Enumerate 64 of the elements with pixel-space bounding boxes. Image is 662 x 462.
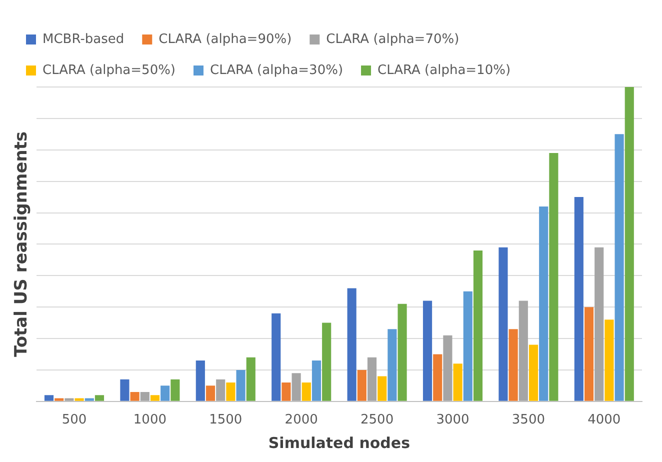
bar bbox=[54, 398, 64, 401]
bar bbox=[216, 379, 226, 401]
legend-label: CLARA (alpha=90%) bbox=[158, 32, 292, 47]
bar bbox=[367, 357, 377, 401]
x-tick-label: 3500 bbox=[512, 412, 545, 428]
bar bbox=[473, 250, 483, 401]
bar bbox=[539, 206, 548, 401]
bar bbox=[422, 300, 432, 401]
bar bbox=[140, 392, 150, 401]
bar bbox=[236, 370, 246, 401]
bar bbox=[94, 395, 104, 401]
bar bbox=[196, 360, 205, 401]
bar bbox=[463, 291, 472, 401]
x-tick-label: 4000 bbox=[588, 412, 621, 428]
bar bbox=[347, 288, 356, 401]
bar bbox=[594, 247, 604, 401]
legend-label: MCBR-based bbox=[42, 32, 124, 47]
x-tick-label: 3000 bbox=[436, 412, 470, 428]
bar bbox=[302, 382, 311, 401]
y-axis-title: Total US reassignments bbox=[12, 131, 32, 358]
bar bbox=[170, 379, 180, 401]
x-tick-label: 2000 bbox=[284, 412, 318, 428]
bar bbox=[433, 354, 442, 401]
bar bbox=[226, 382, 236, 401]
bar bbox=[282, 382, 291, 401]
bar bbox=[498, 247, 508, 401]
bar bbox=[160, 386, 170, 401]
x-tick-label: 1500 bbox=[209, 412, 242, 428]
bar bbox=[388, 329, 397, 401]
bar bbox=[614, 134, 624, 401]
legend-label: CLARA (alpha=70%) bbox=[326, 32, 460, 47]
x-tick-label: 1000 bbox=[133, 412, 166, 428]
bar bbox=[84, 398, 94, 401]
bar bbox=[246, 357, 256, 401]
bar bbox=[292, 373, 301, 401]
bar bbox=[443, 335, 452, 401]
x-axis-title: Simulated nodes bbox=[268, 434, 410, 452]
bar bbox=[518, 300, 528, 401]
bar bbox=[357, 370, 366, 401]
bar bbox=[272, 313, 281, 401]
bar bbox=[398, 304, 407, 401]
bar bbox=[44, 395, 54, 401]
bar bbox=[130, 392, 140, 401]
bar bbox=[120, 379, 130, 401]
bar bbox=[574, 197, 584, 401]
bar bbox=[508, 329, 518, 401]
bar bbox=[312, 360, 322, 401]
legend-label: CLARA (alpha=30%) bbox=[210, 62, 344, 78]
bar bbox=[74, 398, 84, 401]
bar bbox=[604, 320, 614, 401]
bar bbox=[549, 153, 558, 401]
bar bbox=[453, 364, 462, 401]
x-tick-label: 2500 bbox=[360, 412, 394, 428]
bar bbox=[624, 87, 634, 401]
bar bbox=[64, 398, 74, 401]
x-tick-label: 500 bbox=[62, 412, 87, 428]
legend-label: CLARA (alpha=50%) bbox=[42, 62, 176, 78]
bar bbox=[206, 386, 216, 401]
bar bbox=[150, 395, 160, 401]
bar bbox=[528, 344, 538, 401]
bar bbox=[378, 376, 387, 401]
bar bbox=[584, 307, 594, 401]
bar bbox=[322, 322, 332, 401]
legend-label: CLARA (alpha=10%) bbox=[378, 62, 511, 78]
